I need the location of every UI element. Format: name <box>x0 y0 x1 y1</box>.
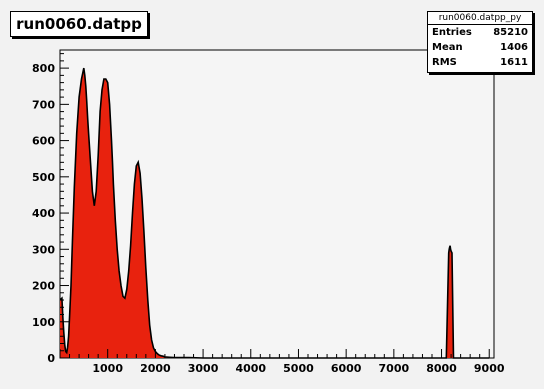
y-tick-label: 800 <box>32 62 55 75</box>
x-tick-label: 7000 <box>379 362 410 375</box>
x-tick-label: 9000 <box>474 362 505 375</box>
x-tick-label: 2000 <box>140 362 171 375</box>
stats-row-rms: RMS 1611 <box>428 55 532 70</box>
stats-label: Entries <box>432 27 472 38</box>
x-tick-label: 6000 <box>331 362 362 375</box>
y-tick-label: 600 <box>32 135 55 148</box>
x-tick-label: 4000 <box>235 362 266 375</box>
stats-row-entries: Entries 85210 <box>428 25 532 40</box>
y-tick-label: 300 <box>32 243 55 256</box>
stats-label: Mean <box>432 42 463 53</box>
y-tick-label: 200 <box>32 280 55 293</box>
histogram-fill <box>60 68 490 358</box>
x-tick-label: 3000 <box>188 362 219 375</box>
stats-box: run0060.datpp_py Entries 85210 Mean 1406… <box>427 11 533 73</box>
stats-value: 1406 <box>500 42 528 53</box>
stats-value: 85210 <box>493 27 528 38</box>
stats-label: RMS <box>432 57 457 68</box>
y-tick-label: 500 <box>32 171 55 184</box>
stats-title: run0060.datpp_py <box>428 12 532 25</box>
y-tick-label: 0 <box>47 352 55 365</box>
x-tick-label: 8000 <box>426 362 457 375</box>
x-tick-label: 5000 <box>283 362 314 375</box>
y-tick-label: 700 <box>32 98 55 111</box>
x-tick-label: 1000 <box>92 362 123 375</box>
stats-value: 1611 <box>500 57 528 68</box>
y-tick-label: 400 <box>32 207 55 220</box>
y-tick-label: 100 <box>32 316 55 329</box>
histogram-outline <box>59 67 490 359</box>
stats-row-mean: Mean 1406 <box>428 40 532 55</box>
histogram-title: run0060.datpp <box>10 11 148 37</box>
